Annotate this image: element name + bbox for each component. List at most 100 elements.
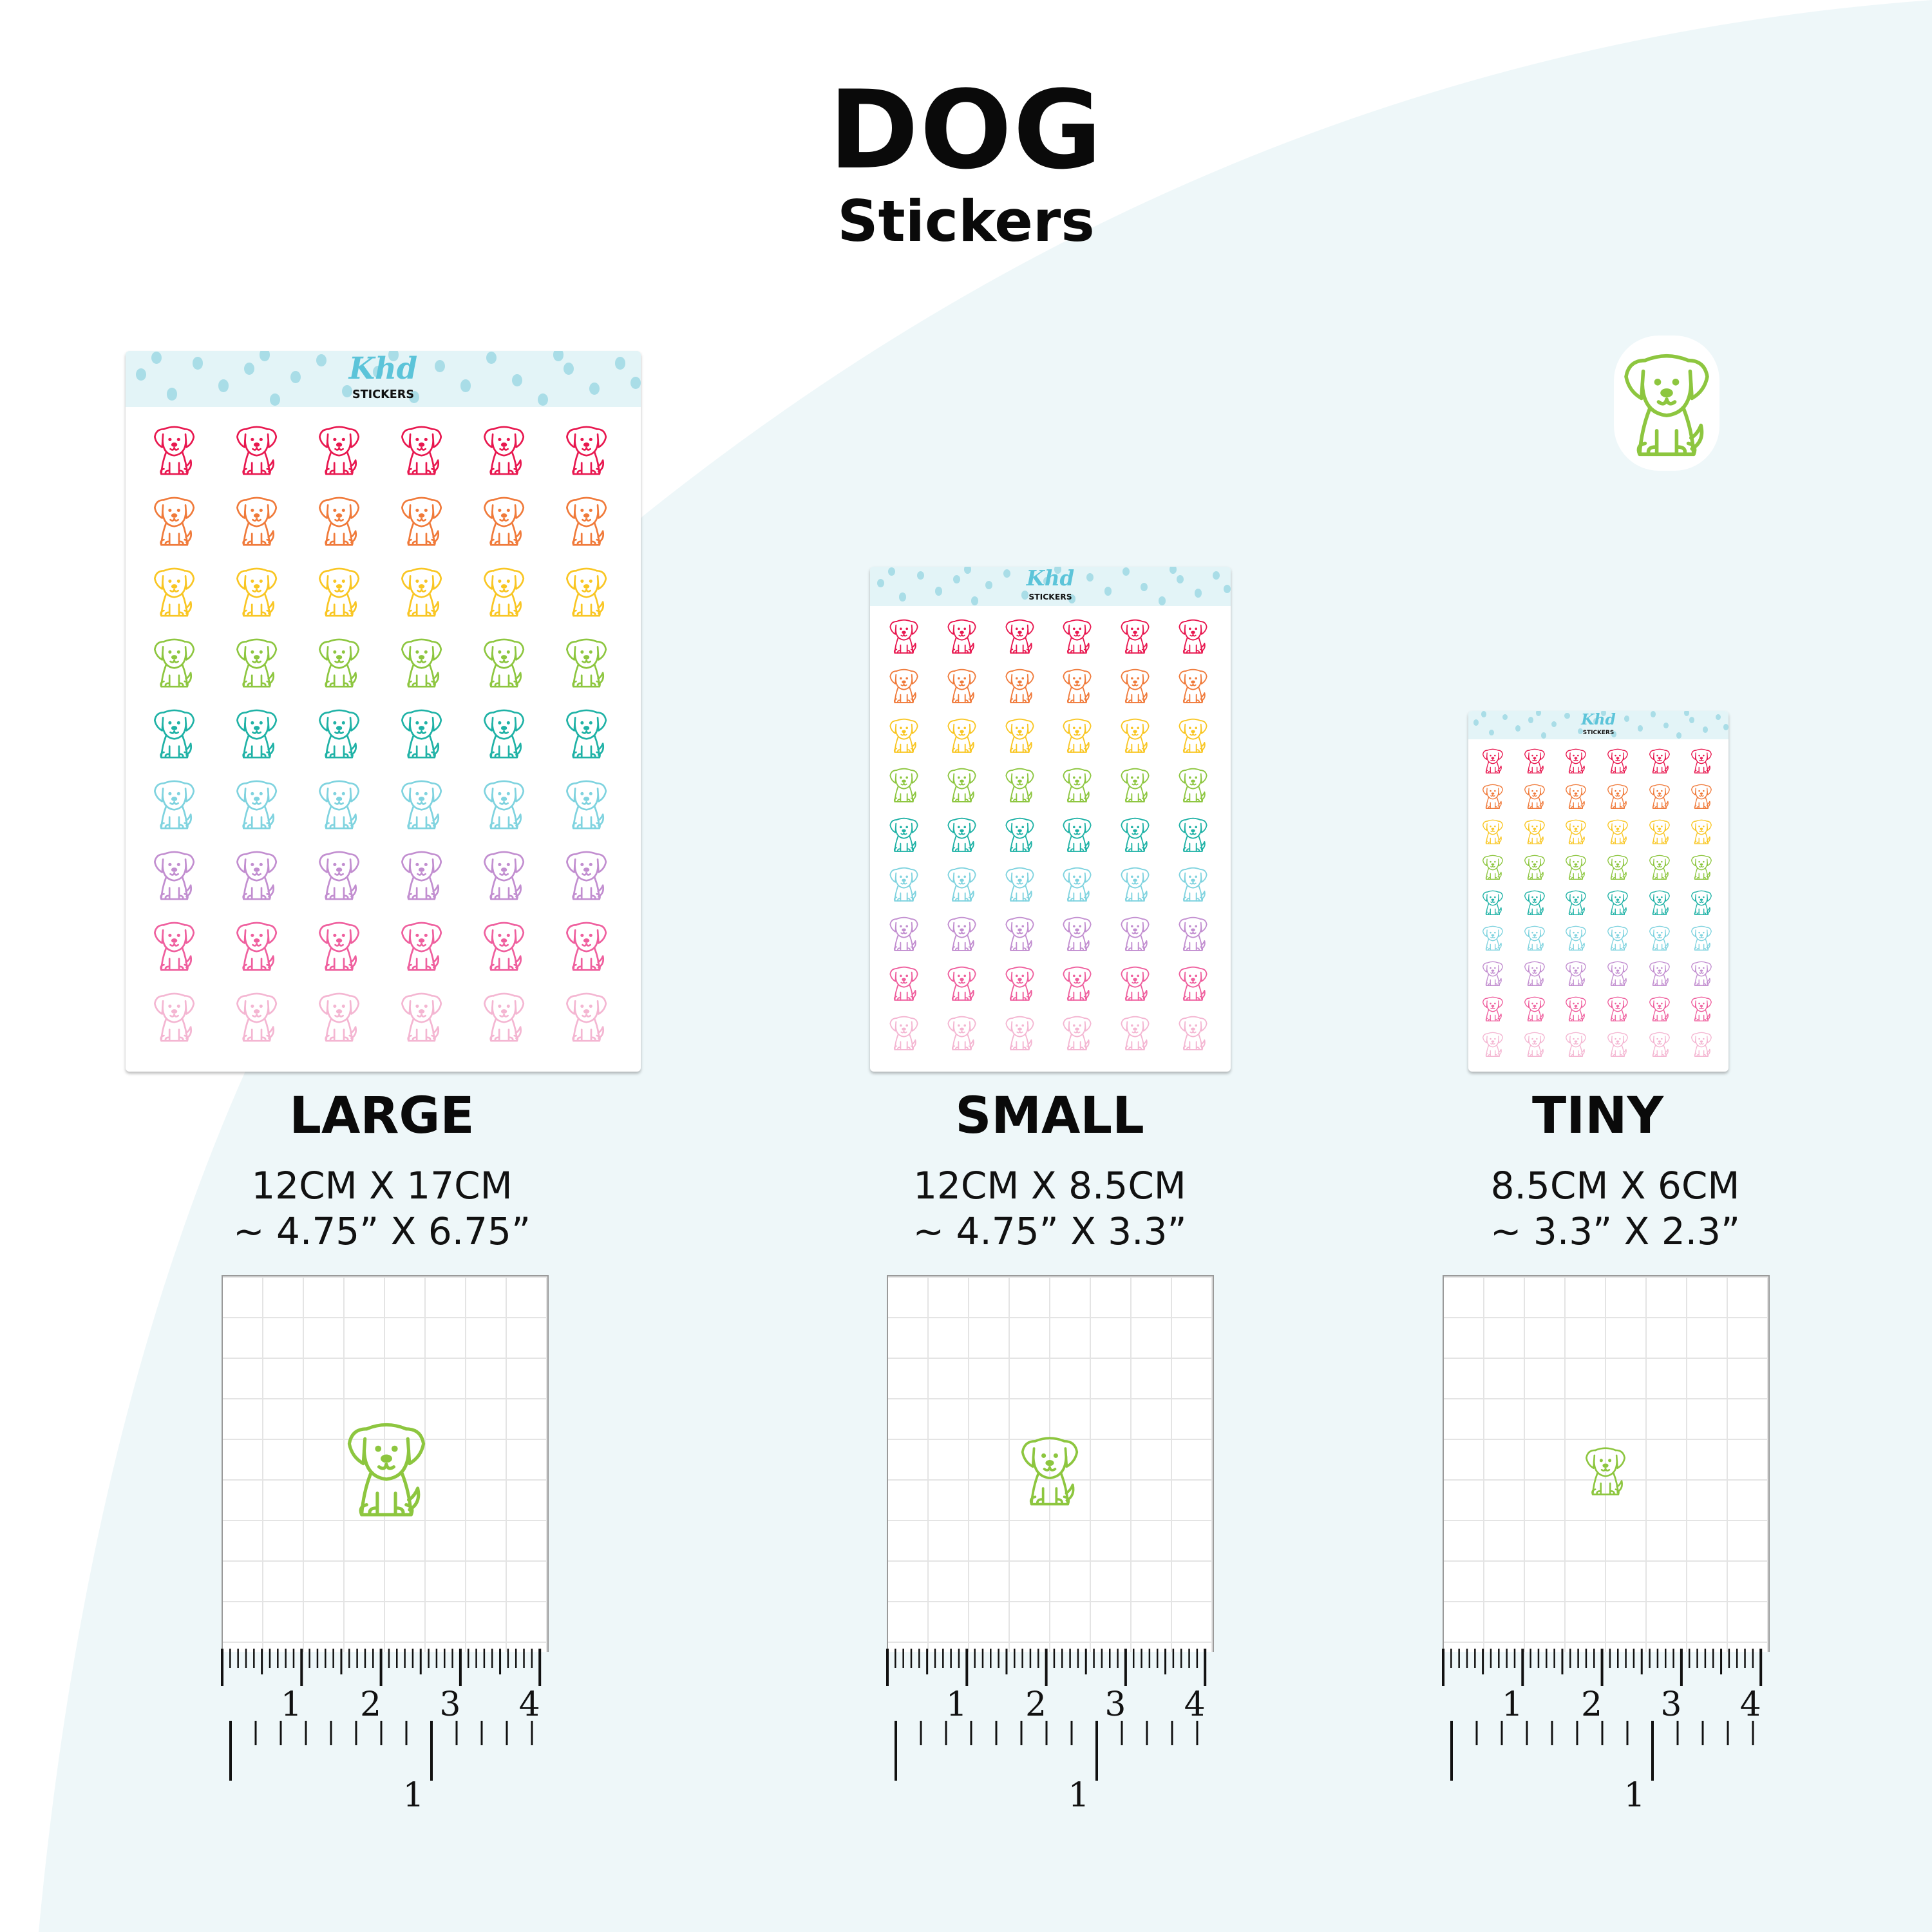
dog-icon (1062, 665, 1092, 706)
dog-icon (1649, 746, 1671, 775)
dog-icon (482, 987, 526, 1046)
dog-icon (400, 491, 443, 550)
dog-icon (889, 913, 919, 954)
dog-icon (1565, 958, 1587, 988)
header-dot (1043, 576, 1050, 586)
dog-icon (1565, 852, 1587, 882)
header-dot (1593, 718, 1598, 724)
dog-icon (153, 420, 196, 479)
dog-icon (1524, 746, 1546, 775)
ruler-small: 1 2 3 4 1 (886, 1649, 1207, 1815)
header-dot (1684, 711, 1690, 716)
dog-icon (153, 703, 196, 762)
dog-icon (153, 632, 196, 692)
dog-icon (1062, 813, 1092, 855)
logo-text: STICKERS (352, 388, 414, 401)
dog-icon (947, 813, 977, 855)
dog-icon (1622, 343, 1712, 462)
ruler-label: 3 (1660, 1685, 1681, 1724)
dog-icon (1565, 817, 1587, 846)
header-dot (952, 574, 960, 584)
header-dot (1003, 569, 1011, 578)
header-dot (963, 567, 971, 574)
dog-icon (1178, 813, 1208, 855)
single-sticker (1610, 332, 1723, 475)
dog-icon (1524, 852, 1546, 882)
dog-icon (1005, 1012, 1035, 1053)
header-dot (1689, 717, 1695, 723)
header-dot (1676, 732, 1682, 739)
logo-text: STICKERS (1582, 729, 1615, 736)
dog-icon (1178, 714, 1208, 755)
dog-icon (1482, 746, 1504, 775)
dog-icon (1482, 1029, 1504, 1059)
dog-icon (235, 916, 278, 975)
dog-icon (482, 774, 526, 833)
dog-icon (1607, 1029, 1629, 1059)
dog-icon (1062, 962, 1092, 1003)
dog-icon (153, 845, 196, 904)
header-dot (1104, 587, 1112, 596)
size-imperial: ~ 4.75” X 3.3” (913, 1209, 1187, 1253)
dog-icon (1120, 665, 1150, 706)
header-dot (589, 382, 600, 395)
dog-icon (1690, 958, 1712, 988)
dog-icon (1649, 887, 1671, 917)
ruler-label: 4 (519, 1685, 540, 1724)
dog-icon (1565, 781, 1587, 811)
sheet-tiny: Khd STICKERS (1468, 711, 1728, 1072)
dog-icon (565, 420, 608, 479)
header-dot (1601, 711, 1607, 716)
dog-icon (1120, 913, 1150, 954)
header-dot (1541, 732, 1547, 739)
dog-icon (153, 916, 196, 975)
dog-icon (889, 665, 919, 706)
header-dot (1021, 591, 1029, 600)
header-dot (1223, 585, 1231, 594)
header-dot (1624, 715, 1630, 722)
dog-icon (1607, 746, 1629, 775)
header-dot (409, 390, 419, 403)
dog-icon (889, 615, 919, 656)
dog-icon (889, 1012, 919, 1053)
sheet-header: Khd STICKERS (870, 567, 1231, 607)
dog-icon (565, 774, 608, 833)
scale-grid-large (222, 1275, 549, 1652)
dog-icon (1690, 781, 1712, 811)
ruler-label: 4 (1740, 1685, 1761, 1724)
dog-icon (1482, 852, 1504, 882)
page-subtitle: Stickers (837, 188, 1095, 254)
dog-icon (1649, 781, 1671, 811)
header-dot (1564, 712, 1570, 719)
dog-icon (235, 845, 278, 904)
dog-icon (400, 916, 443, 975)
dog-icon (1178, 913, 1208, 954)
dog-icon (1019, 1430, 1080, 1510)
ruler-label: 1 (281, 1685, 302, 1724)
size-imperial: ~ 4.75” X 6.75” (232, 1209, 531, 1253)
dog-icon (1062, 913, 1092, 954)
header-dot (1515, 725, 1520, 732)
dog-icon (1690, 887, 1712, 917)
dog-icon (1607, 817, 1629, 846)
dog-icon (482, 632, 526, 692)
dog-icon (889, 813, 919, 855)
dog-icon (153, 774, 196, 833)
dog-icon (1649, 958, 1671, 988)
ruler-label: 1 (1068, 1776, 1089, 1815)
dog-icon (565, 491, 608, 550)
dog-icon (235, 562, 278, 621)
dog-icon (1482, 817, 1504, 846)
dog-icon (1482, 994, 1504, 1023)
header-dot (260, 351, 270, 361)
dog-icon (1524, 1029, 1546, 1059)
dog-icon (947, 1012, 977, 1053)
header-dot (630, 377, 641, 390)
dog-icon (153, 491, 196, 550)
header-dot (1159, 596, 1166, 605)
dog-icon (482, 420, 526, 479)
logo-text: STICKERS (1028, 592, 1072, 602)
sheet-small: Khd STICKERS (870, 567, 1231, 1072)
dog-icon (400, 987, 443, 1046)
dog-icon (1178, 764, 1208, 805)
